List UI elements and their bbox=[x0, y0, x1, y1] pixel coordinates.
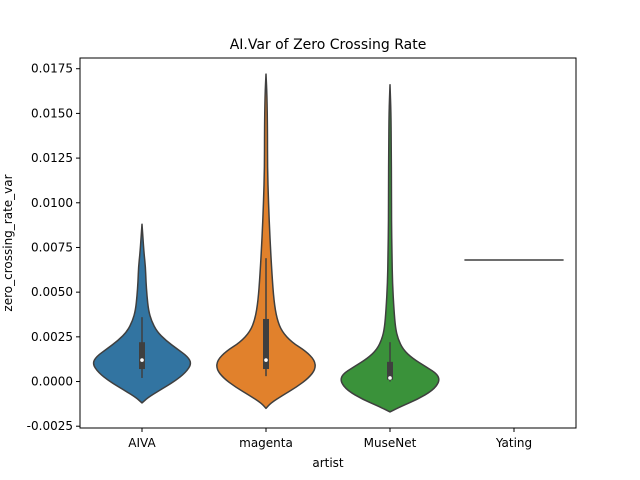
violin-aiva bbox=[92, 223, 192, 404]
x-axis: AIVA magenta MuseNet Yating bbox=[128, 428, 532, 450]
violin-median-dot bbox=[388, 376, 392, 380]
y-tick-label: 0.0125 bbox=[31, 151, 73, 165]
y-tick-label: 0.0025 bbox=[31, 330, 73, 344]
violin-iqr-box bbox=[387, 361, 393, 380]
violin-median-dot bbox=[140, 358, 144, 362]
violin-magenta bbox=[216, 73, 316, 410]
y-tick-label: 0.0050 bbox=[31, 285, 73, 299]
violin-median-dot bbox=[264, 358, 268, 362]
chart-title: AI.Var of Zero Crossing Rate bbox=[230, 37, 427, 53]
y-tick-label: 0.0075 bbox=[31, 240, 73, 254]
violin-iqr-box bbox=[139, 342, 145, 370]
y-axis-label: zero_crossing_rate_var bbox=[1, 174, 15, 311]
y-tick-label: -0.0025 bbox=[27, 419, 73, 433]
y-axis: -0.0025 0.0000 0.0025 0.0050 0.0075 0.0100 0.0… bbox=[27, 62, 80, 433]
x-tick-label: Yating bbox=[495, 436, 532, 450]
x-tick-label: MuseNet bbox=[364, 436, 417, 450]
y-tick-label: 0.0150 bbox=[31, 106, 73, 120]
violins bbox=[92, 73, 564, 413]
violin-body bbox=[92, 223, 192, 404]
violin-body bbox=[216, 73, 316, 410]
y-tick-label: 0.0000 bbox=[31, 375, 73, 389]
x-tick-label: magenta bbox=[239, 436, 293, 450]
violin-body bbox=[340, 84, 440, 413]
y-tick-label: 0.0100 bbox=[31, 196, 73, 210]
x-axis-label: artist bbox=[312, 456, 344, 470]
plot-frame bbox=[79, 57, 577, 429]
violin-iqr-box bbox=[263, 318, 269, 370]
x-tick-label: AIVA bbox=[128, 436, 156, 450]
y-tick-label: 0.0175 bbox=[31, 62, 73, 76]
violin-musenet bbox=[340, 84, 440, 413]
